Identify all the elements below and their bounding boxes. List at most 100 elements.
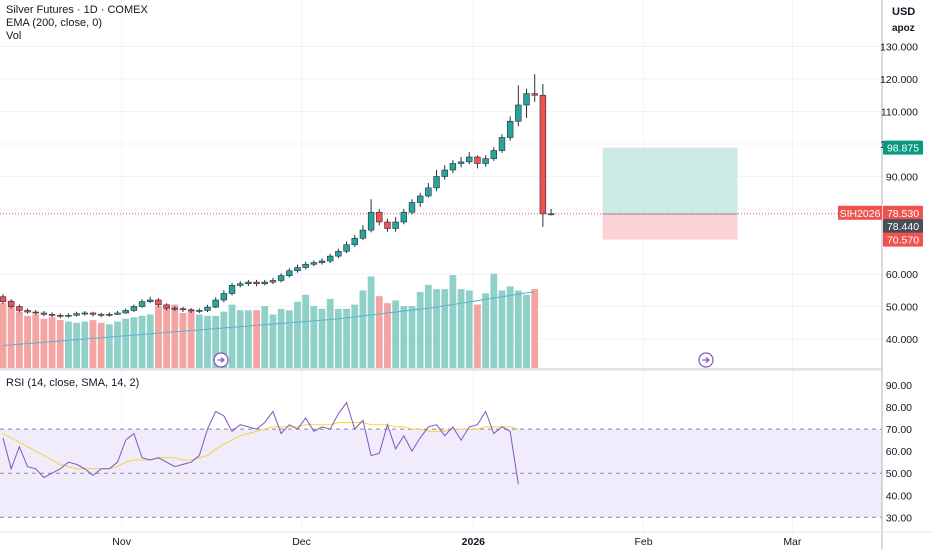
candle-body [57,314,64,317]
symbol-tag: SIH2026 [840,208,881,220]
candle-body [106,313,113,316]
candle-body [351,237,358,246]
candle-body [114,312,121,315]
volume-bar [122,318,130,368]
volume-bar [351,304,359,368]
rsi-line [2,401,519,485]
volume-bar [0,303,7,368]
volume-bar [514,290,522,368]
volume-bar [245,310,252,368]
volume-bar [56,320,64,368]
volume-bar [474,304,481,368]
candles [0,74,555,319]
volume-bar [228,304,236,368]
volume-bar [310,306,318,368]
candle-body [171,307,178,310]
candle-body [122,310,129,314]
volume-bars [0,273,539,368]
volume-bar [40,318,48,368]
target-price-label-bg [883,140,923,155]
candle-body [482,158,489,164]
volume-bar [114,321,121,368]
volume-bar [294,301,301,368]
volume-bar [81,321,89,368]
stop-zone [602,214,738,240]
volume-bar [253,310,260,368]
volume-bar [384,303,391,368]
candle-body [425,187,432,197]
rsi-tick-label: 90.00 [886,380,912,392]
candle-body [253,281,260,285]
candle-body [466,156,473,163]
candle-body [392,221,399,229]
volume-bar [187,311,195,368]
panel-separator [0,368,882,371]
candle-body [449,163,457,171]
rsi-tick-label: 40.00 [886,490,912,502]
candle-body [65,314,72,317]
volume-bar [367,276,375,368]
ema-legend[interactable]: EMA (200, close, 0) [6,17,102,29]
volume-bar [506,286,514,368]
volume-bar [24,315,31,368]
vol-legend[interactable]: Vol [6,30,22,42]
rsi-legend[interactable]: RSI (14, close, SMA, 14, 2) [6,377,140,389]
rsi-ma-line [2,421,519,470]
volume-bar [531,289,539,368]
chart-title[interactable]: Silver Futures · 1D · COMEX [6,4,148,16]
candle-body [441,169,448,177]
target-zone [602,147,738,215]
candle-body [286,270,293,276]
time-tick-label: Nov [112,536,131,548]
candle-body [433,176,440,189]
price-tick-label: 120.000 [880,74,918,86]
position-zones [0,147,882,240]
rsi-tick-label: 60.00 [886,446,912,458]
volume-bar [65,321,72,368]
volume-bar [400,306,408,368]
volume-bar [97,322,105,368]
volume-bar [269,314,277,368]
volume-bar [220,311,228,368]
ema-series-line [2,291,535,347]
candle-body [0,296,7,302]
candle-body [130,306,138,311]
volume-bar [433,289,440,368]
candle-body [73,313,80,316]
candle-body [474,156,481,164]
candle-body [343,244,350,252]
volume-bar [498,290,506,368]
candle-body [359,229,367,239]
price-tick-label: 90.000 [886,172,918,184]
candle-body [89,312,97,315]
price-tick-label: 60.000 [886,269,918,281]
price-tick-label: 50.000 [886,302,918,314]
volume-bar [48,317,56,368]
candle-body [408,202,416,213]
volume-bar [171,304,179,368]
candle-body [294,267,301,272]
currency-label[interactable]: USD [892,6,916,18]
candle-body [302,263,309,268]
volume-bar [523,294,530,368]
volume-bar [416,291,424,368]
entry-price-label-bg [883,219,923,234]
volume-bar [155,306,162,368]
target-price-label: 98.875 [887,143,919,155]
volume-bar [73,322,81,368]
candle-body [261,281,268,285]
candle-body [228,285,236,294]
volume-bar [89,320,97,368]
volume-bar [32,314,40,368]
candle-body [367,211,375,231]
volume-bar [163,304,170,368]
candle-body [506,120,514,138]
candle-body [277,275,285,281]
volume-bar [375,296,383,368]
volume-bar [204,315,211,368]
candle-body [147,299,154,302]
volume-bar [236,310,244,368]
volume-bar [482,293,490,368]
volume-bar [490,273,498,368]
